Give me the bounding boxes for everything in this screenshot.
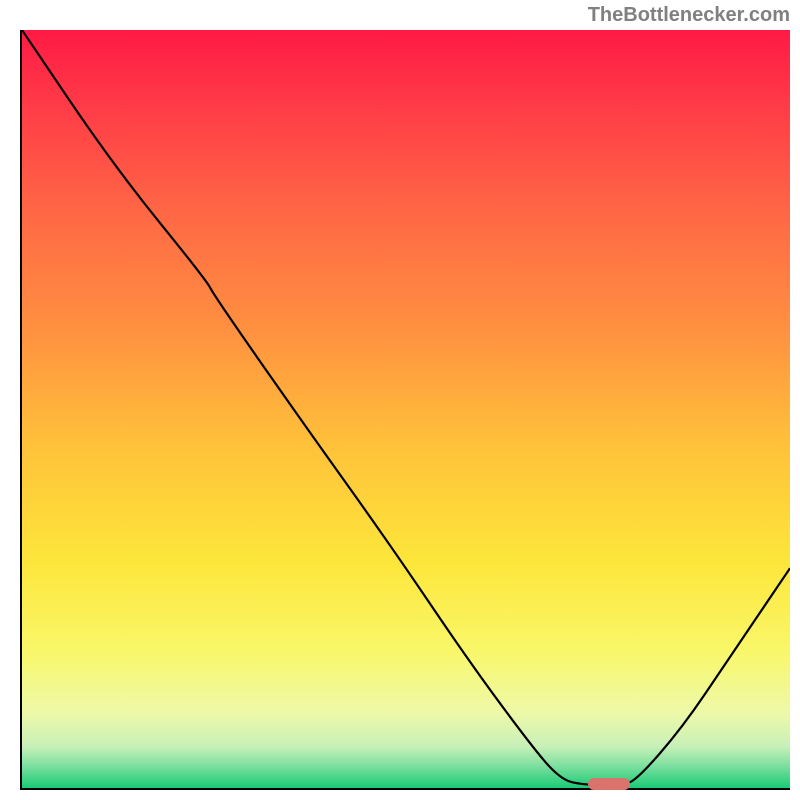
bottleneck-curve [22, 30, 790, 785]
watermark: TheBottlenecker.com [588, 4, 790, 27]
optimal-range-marker [588, 778, 630, 790]
plot-area [20, 30, 790, 790]
chart-svg [22, 30, 790, 788]
